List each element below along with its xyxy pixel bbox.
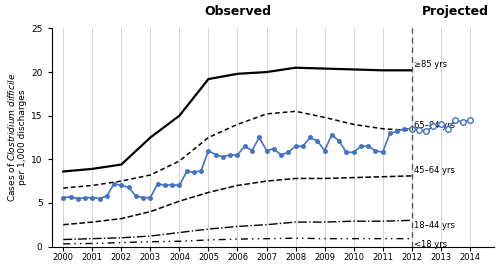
Text: 18–44 yrs: 18–44 yrs xyxy=(414,221,455,230)
Text: 65–84 yrs: 65–84 yrs xyxy=(414,121,455,130)
Text: ≥85 yrs: ≥85 yrs xyxy=(414,61,447,69)
Text: <18 yrs: <18 yrs xyxy=(414,240,447,248)
Text: Observed: Observed xyxy=(204,5,271,18)
Y-axis label: Cases of $\it{Clostridium\ difficile}$
per 1,000 discharges: Cases of $\it{Clostridium\ difficile}$ p… xyxy=(6,73,27,202)
Text: Projected: Projected xyxy=(422,5,488,18)
Text: 45–64 yrs: 45–64 yrs xyxy=(414,166,455,175)
